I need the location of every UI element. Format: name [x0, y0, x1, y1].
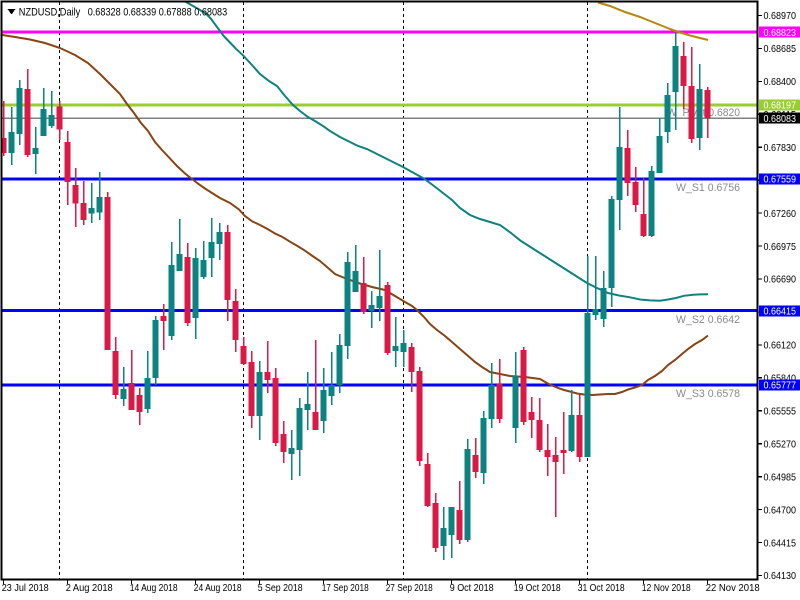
svg-text:0.64415: 0.64415 — [764, 537, 797, 549]
svg-text:NZDUSD,Daily: NZDUSD,Daily — [19, 7, 81, 19]
svg-text:W_S1 0.6756: W_S1 0.6756 — [676, 182, 740, 194]
svg-text:0.64985: 0.64985 — [764, 471, 797, 483]
svg-text:5 Sep 2018: 5 Sep 2018 — [258, 582, 303, 594]
svg-text:31 Oct 2018: 31 Oct 2018 — [578, 582, 625, 594]
svg-text:0.66120: 0.66120 — [764, 340, 797, 352]
svg-text:19 Oct 2018: 19 Oct 2018 — [514, 582, 561, 594]
svg-text:14 Aug 2018: 14 Aug 2018 — [130, 582, 178, 594]
svg-text:0.64130: 0.64130 — [764, 570, 797, 582]
svg-text:0.67559: 0.67559 — [764, 174, 797, 186]
svg-text:22 Nov 2018: 22 Nov 2018 — [706, 582, 760, 594]
svg-text:0.66415: 0.66415 — [764, 306, 797, 318]
svg-text:0.68970: 0.68970 — [764, 10, 797, 22]
svg-text:0.65555: 0.65555 — [764, 406, 797, 418]
svg-text:0.68400: 0.68400 — [764, 76, 797, 88]
svg-text:0.64700: 0.64700 — [764, 504, 797, 516]
svg-text:0.65777: 0.65777 — [764, 380, 797, 392]
svg-text:W_S3 0.6578: W_S3 0.6578 — [676, 388, 740, 400]
svg-text:0.65270: 0.65270 — [764, 438, 797, 450]
svg-text:0.66975: 0.66975 — [764, 241, 797, 253]
svg-text:23 Jul 2018: 23 Jul 2018 — [2, 582, 49, 594]
svg-text:27 Sep 2018: 27 Sep 2018 — [386, 582, 433, 594]
svg-text:0.68328 0.68339 0.67888 0.6808: 0.68328 0.68339 0.67888 0.68083 — [88, 7, 228, 19]
svg-text:12 Nov 2018: 12 Nov 2018 — [642, 582, 691, 594]
svg-text:0.68685: 0.68685 — [764, 43, 797, 55]
svg-text:W_S2 0.6642: W_S2 0.6642 — [676, 314, 740, 326]
svg-text:9 Oct 2018: 9 Oct 2018 — [450, 582, 494, 594]
svg-text:24 Aug 2018: 24 Aug 2018 — [194, 582, 242, 594]
svg-text:0.68823: 0.68823 — [764, 27, 797, 39]
svg-text:0.67260: 0.67260 — [764, 208, 797, 220]
svg-text:0.67830: 0.67830 — [764, 142, 797, 154]
svg-text:0.68197: 0.68197 — [764, 100, 797, 112]
svg-text:17 Sep 2018: 17 Sep 2018 — [322, 582, 369, 594]
svg-text:W_Pivot 0.6820: W_Pivot 0.6820 — [667, 107, 740, 119]
svg-text:0.68083: 0.68083 — [764, 113, 797, 125]
svg-text:0.66690: 0.66690 — [764, 274, 797, 286]
svg-text:2 Aug 2018: 2 Aug 2018 — [66, 582, 113, 594]
